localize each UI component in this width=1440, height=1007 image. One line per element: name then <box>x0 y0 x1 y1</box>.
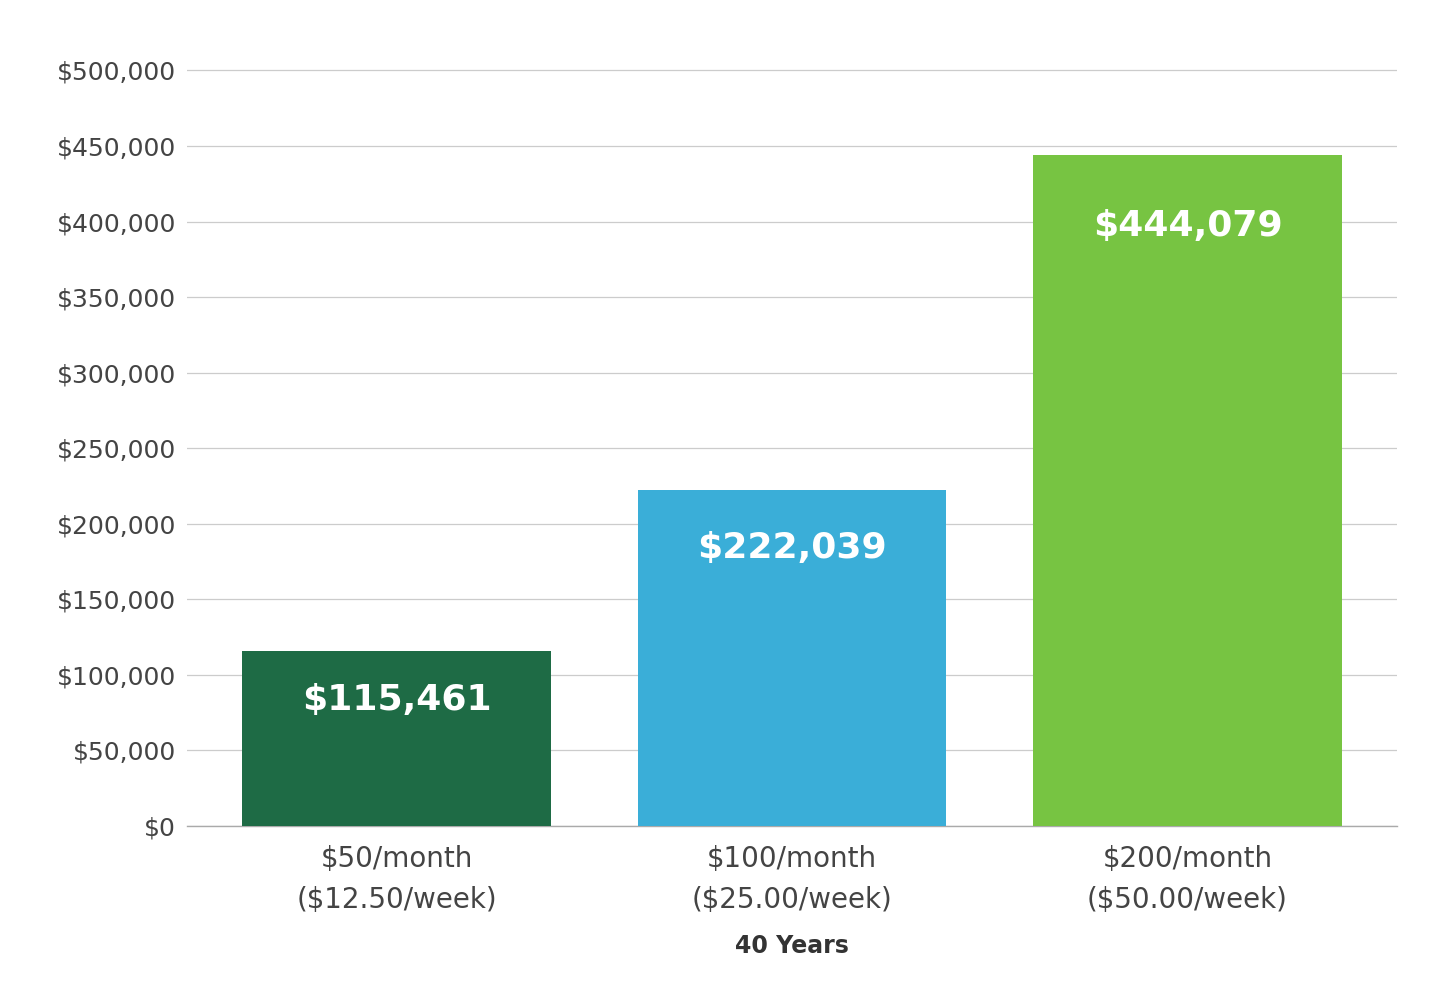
Text: $115,461: $115,461 <box>301 683 491 717</box>
Bar <box>638 490 946 826</box>
Text: $222,039: $222,039 <box>697 531 887 565</box>
Text: $444,079: $444,079 <box>1093 208 1283 243</box>
Bar <box>242 652 550 826</box>
X-axis label: 40 Years: 40 Years <box>734 933 850 958</box>
Bar <box>1034 155 1342 826</box>
